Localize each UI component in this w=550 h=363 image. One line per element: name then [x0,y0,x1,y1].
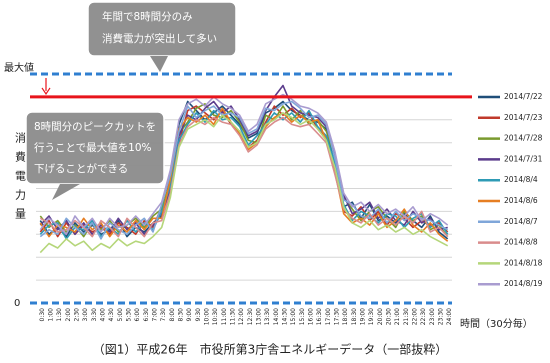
x-tick-label: 0:30 [39,308,46,322]
x-tick-label: 9:30 [195,308,202,322]
y-tick-label: 0 [14,298,20,309]
callout-tail [150,56,168,72]
x-tick-label: 21:30 [403,308,410,325]
x-tick-label: 11:30 [230,308,237,325]
y-tick-label: 最大値 [4,61,34,74]
legend-label: 2014/8/7 [504,217,538,226]
legend-label: 2014/7/28 [504,134,543,143]
caption: （図1）平成26年 市役所第3庁舎エネルギーデータ（一部抜粋） [93,342,448,357]
series-line [39,103,449,238]
x-tick-label: 24:00 [446,308,453,325]
callout-text: 下げることができる [34,162,128,175]
x-tick-label: 17:00 [325,308,332,325]
x-tick-label: 4:30 [108,308,115,322]
x-tick-label: 1:00 [48,308,55,322]
x-tick-label: 14:00 [273,308,280,325]
callout-text: 年間で8時間分のみ [102,10,193,23]
callout-text: 消費電力が突出して多い [102,32,217,45]
x-tick-label: 1:30 [56,308,63,322]
x-tick-label: 15:30 [299,308,306,325]
x-tick-label: 20:00 [377,308,384,325]
legend-label: 2014/8/4 [504,175,538,184]
x-tick-label: 7:30 [160,308,167,322]
x-tick-label: 13:00 [256,308,263,325]
x-tick-label: 7:00 [152,308,159,322]
x-tick-label: 2:30 [74,308,81,322]
legend-label: 2014/8/6 [504,196,538,205]
x-tick-label: 2:00 [65,308,72,322]
x-tick-label: 16:30 [316,308,323,325]
legend-label: 2014/8/19 [504,279,543,288]
x-tick-label: 15:00 [290,308,297,325]
x-tick-label: 5:30 [126,308,133,322]
legend-label: 2014/7/22 [504,92,543,101]
x-tick-label: 12:00 [238,308,245,325]
legend-label: 2014/7/31 [504,154,543,163]
x-tick-label: 3:00 [82,308,89,322]
x-tick-label: 6:30 [143,308,150,322]
legend-label: 2014/8/18 [504,258,543,267]
legend-label: 2014/8/8 [504,238,538,247]
x-tick-label: 5:00 [117,308,124,322]
x-tick-label: 19:30 [368,308,375,325]
x-tick-label: 16:00 [308,308,315,325]
series-line [39,109,449,240]
x-tick-label: 4:00 [100,308,107,322]
x-tick-label: 12:30 [247,308,254,325]
x-tick-label: 9:00 [186,308,193,322]
x-tick-label: 3:30 [91,308,98,322]
x-tick-label: 23:00 [429,308,436,325]
arrow-head [41,87,51,95]
x-tick-label: 8:00 [169,308,176,322]
x-tick-label: 8:30 [178,308,185,322]
x-tick-label: 14:30 [282,308,289,325]
legend-label: 2014/7/23 [504,113,543,122]
callout-box [25,111,165,185]
x-tick-label: 11:00 [221,308,228,325]
x-tick-label: 18:00 [342,308,349,325]
series-line [39,116,449,238]
x-tick-label: 22:30 [420,308,427,325]
x-tick-label: 17:30 [334,308,341,325]
x-tick-label: 19:00 [360,308,367,325]
x-tick-label: 22:00 [412,308,419,325]
callout-text: 8時間分のピークカットを [34,121,156,133]
x-tick-label: 23:30 [438,308,445,325]
callout-text: 行うことで最大値を10% [34,141,152,154]
x-tick-label: 18:30 [351,308,358,325]
series-line [39,112,449,254]
series-line [39,107,449,242]
callout-tail [52,184,80,200]
x-tick-label: 20:30 [386,308,393,325]
x-tick-label: 21:00 [394,308,401,325]
x-axis-label: 時間（30分毎） [460,317,533,330]
x-tick-label: 10:00 [204,308,211,325]
x-tick-label: 6:00 [134,308,141,322]
y-axis-label: 消費電力量 [14,131,27,227]
x-tick-label: 10:30 [212,308,219,325]
x-tick-label: 13:30 [264,308,271,325]
series-line [39,93,449,236]
